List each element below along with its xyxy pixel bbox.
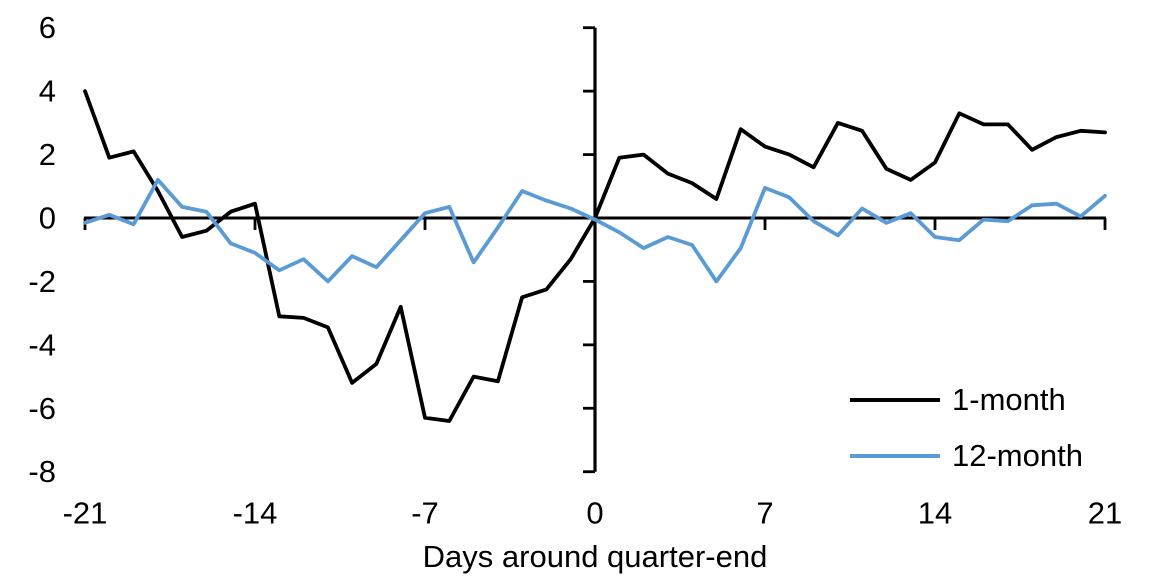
series-line-12-month: [83, 177, 1107, 284]
y-tick-label: -4: [28, 327, 56, 362]
legend-item-1-month: 1-month: [850, 382, 1083, 417]
x-tick-label: 7: [756, 496, 773, 531]
y-tick-label: -6: [28, 391, 56, 426]
legend-label-12-month: 12-month: [952, 438, 1083, 473]
x-tick-label: -21: [63, 496, 108, 531]
legend-label-1-month: 1-month: [952, 382, 1066, 417]
legend-line-swatch-12-month: [850, 454, 940, 458]
legend: 1-month 12-month: [850, 382, 1083, 473]
x-tick-label: 0: [586, 496, 603, 531]
x-tick-label: -14: [233, 496, 278, 531]
x-axis-title: Days around quarter-end: [422, 539, 768, 574]
y-tick-label: 0: [39, 201, 56, 236]
legend-item-12-month: 12-month: [850, 438, 1083, 473]
y-tick-label: -8: [28, 454, 56, 489]
legend-line-swatch-1-month: [850, 398, 940, 402]
x-tick-label: 14: [918, 496, 952, 531]
y-tick-label: 6: [39, 10, 56, 45]
y-tick-label: -2: [28, 264, 56, 299]
y-tick-label: 2: [39, 137, 56, 172]
x-tick-label: 21: [1088, 496, 1122, 531]
x-tick-label: -7: [411, 496, 439, 531]
y-tick-label: 4: [39, 74, 56, 109]
